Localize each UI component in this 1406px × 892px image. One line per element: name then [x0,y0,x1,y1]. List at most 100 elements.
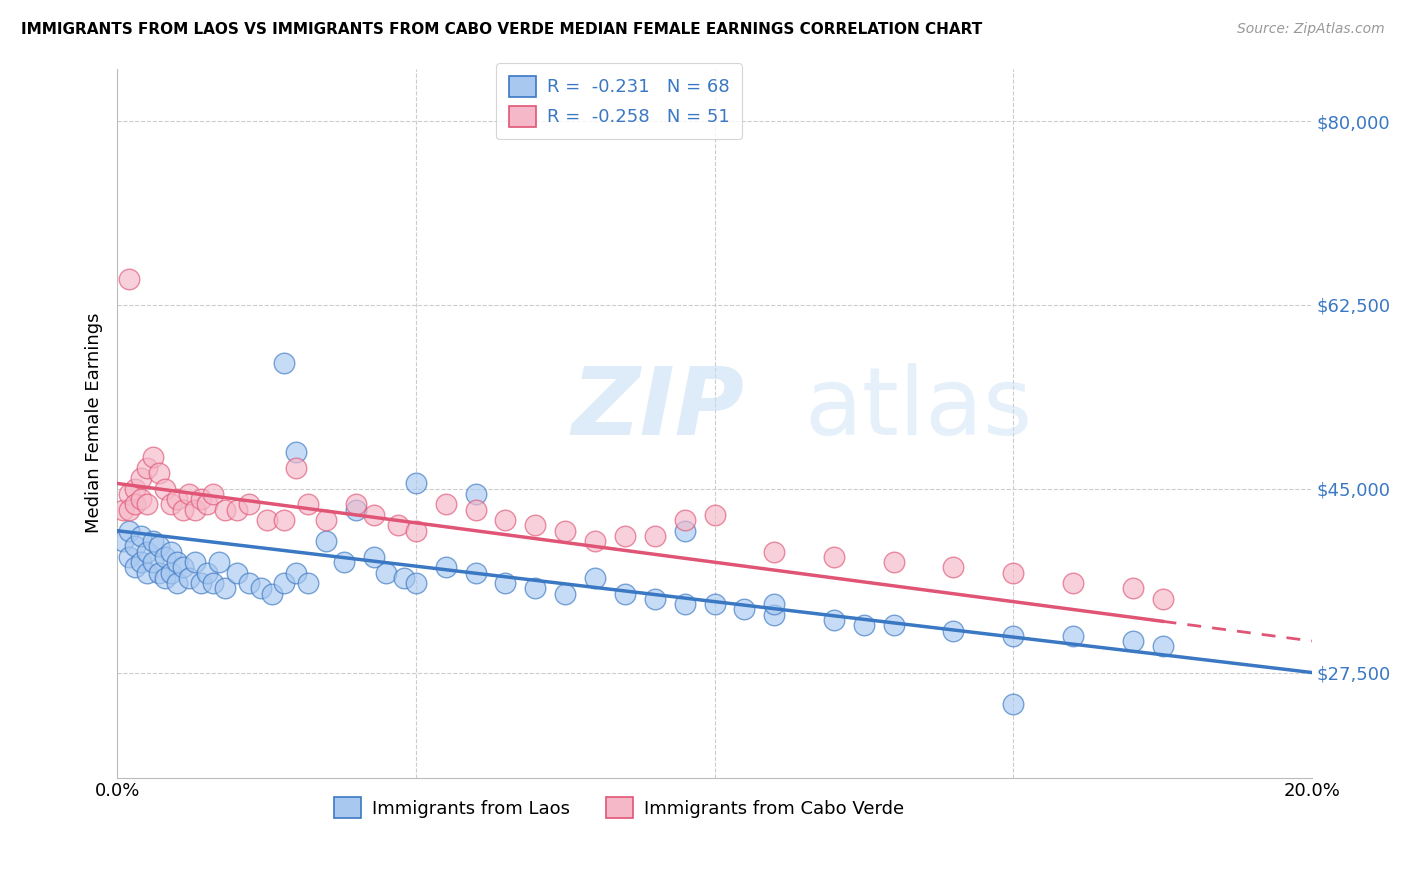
Point [703,508,725,522]
Point [238,576,260,591]
Point [1152,640,1174,654]
Point [184,502,207,516]
Point [153,482,176,496]
Point [160,498,183,512]
Point [554,587,576,601]
Point [129,492,152,507]
Point [166,555,188,569]
Point [148,566,170,580]
Point [118,271,141,285]
Point [195,498,218,512]
Point [1122,582,1144,596]
Point [124,560,146,574]
Point [375,566,398,580]
Point [942,624,965,638]
Point [166,576,188,591]
Point [883,618,905,632]
Point [136,460,159,475]
Point [153,549,176,564]
Point [297,498,319,512]
Point [703,597,725,611]
Point [1122,634,1144,648]
Point [208,555,231,569]
Point [583,571,606,585]
Point [673,597,696,611]
Point [363,549,385,564]
Point [1002,629,1025,643]
Point [160,545,183,559]
Point [1062,629,1084,643]
Point [315,513,337,527]
Point [344,498,367,512]
Point [118,502,141,516]
Point [172,560,194,574]
Point [883,555,905,569]
Point [262,587,284,601]
Point [190,576,212,591]
Point [434,560,457,574]
Point [177,571,200,585]
Point [142,534,165,549]
Point [297,576,319,591]
Point [524,582,547,596]
Point [172,502,194,516]
Point [273,513,295,527]
Point [495,513,517,527]
Point [136,498,159,512]
Point [733,602,755,616]
Point [142,555,165,569]
Point [1002,697,1025,711]
Point [524,518,547,533]
Point [554,524,576,538]
Point [333,555,356,569]
Point [166,492,188,507]
Point [1152,592,1174,607]
Point [118,549,141,564]
Point [823,549,845,564]
Point [823,613,845,627]
Point [1062,576,1084,591]
Point [344,502,367,516]
Point [160,566,183,580]
Point [392,571,415,585]
Point [387,518,409,533]
Point [763,607,786,622]
Text: atlas: atlas [804,363,1032,455]
Point [942,560,965,574]
Point [273,576,295,591]
Point [225,502,247,516]
Point [673,513,696,527]
Point [285,460,308,475]
Point [405,576,427,591]
Point [129,555,152,569]
Point [1002,566,1025,580]
Point [142,450,165,465]
Point [201,487,224,501]
Text: Source: ZipAtlas.com: Source: ZipAtlas.com [1237,22,1385,37]
Point [148,466,170,480]
Point [238,498,260,512]
Point [763,597,786,611]
Text: IMMIGRANTS FROM LAOS VS IMMIGRANTS FROM CABO VERDE MEDIAN FEMALE EARNINGS CORREL: IMMIGRANTS FROM LAOS VS IMMIGRANTS FROM … [21,22,983,37]
Point [673,524,696,538]
Point [285,566,308,580]
Point [129,471,152,485]
Point [315,534,337,549]
Point [644,592,666,607]
Point [190,492,212,507]
Point [256,513,278,527]
Point [112,502,135,516]
Point [129,529,152,543]
Point [763,545,786,559]
Point [177,487,200,501]
Point [201,576,224,591]
Point [363,508,385,522]
Point [613,587,636,601]
Point [434,498,457,512]
Point [613,529,636,543]
Point [153,571,176,585]
Point [136,545,159,559]
Point [184,555,207,569]
Point [214,502,236,516]
Point [118,487,141,501]
